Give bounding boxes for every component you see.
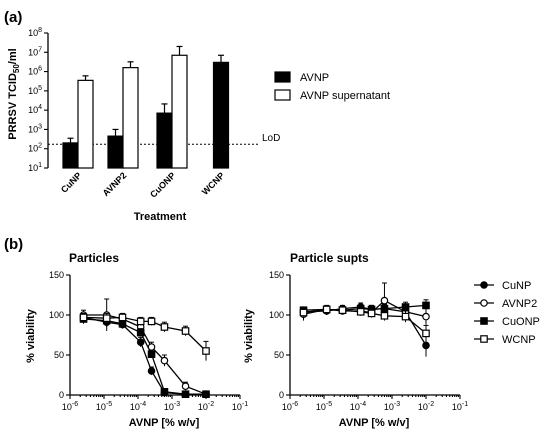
particles-y-tick-label: 100: [49, 310, 64, 320]
particles-chart: Particles % viability AVNP [% w/v] 0 50 10…: [25, 251, 248, 429]
bar: [171, 54, 188, 169]
particles-point: [118, 313, 127, 322]
bar-y-tick-label: 103: [28, 123, 42, 134]
bar-category-label: CuONP: [148, 170, 177, 199]
supts-point: [338, 306, 347, 315]
bar-chart: PRRSV TCID50/ml Treatment LoD 101 102 103 1…: [7, 27, 280, 223]
line-legend-label: AVNP2: [502, 298, 537, 310]
bar-y-tick-label: 108: [28, 27, 42, 38]
particles-point: [160, 356, 169, 365]
supts-y-tick-label: 100: [269, 310, 284, 320]
particles-x-tick-label: 10-5: [96, 401, 112, 412]
bar-ylabel: PRRSV TCID50/ml: [7, 48, 21, 139]
bar-y-tick-label: 105: [28, 85, 42, 96]
particles-point: [160, 323, 169, 331]
particles-point: [136, 328, 145, 337]
supts-x-tick-label: 10-2: [418, 401, 434, 412]
bar-category-label: AVNP2: [101, 170, 129, 198]
legend-label: AVNP: [300, 72, 329, 84]
particles-x-tick-label: 10-3: [164, 401, 180, 412]
supts-point: [356, 308, 365, 316]
supts-x-tick-label: 10-1: [452, 401, 468, 412]
supts-point: [367, 309, 376, 318]
particles-x-tick-label: 10-6: [62, 401, 78, 412]
particles-ylabel: % viability: [25, 308, 37, 363]
supts-point: [299, 308, 308, 317]
bar-y-tick-label: 101: [28, 162, 42, 173]
particles-point: [79, 313, 88, 322]
particles-y-tick-label: 150: [49, 270, 64, 280]
particles-y-tick-label: 50: [54, 350, 64, 360]
bar: [62, 142, 79, 169]
supts-point: [401, 303, 410, 311]
bar-y-tick-label: 106: [28, 66, 42, 77]
particles-point: [147, 317, 156, 326]
supts-point: [422, 329, 430, 338]
particles-point: [202, 347, 210, 355]
line-legend: CuNP AVNP2 CuONP WCNP: [474, 280, 540, 346]
supts-ylabel: % viability: [243, 308, 255, 363]
bar: [212, 61, 230, 169]
bar: [107, 135, 124, 169]
supts-x-tick-label: 10-5: [316, 401, 332, 412]
particles-point: [181, 327, 190, 335]
particles-x-tick-label: 10-1: [232, 401, 248, 412]
supts-point: [422, 312, 430, 321]
particles-title: Particles: [69, 251, 119, 265]
supts-point: [422, 301, 430, 310]
supts-chart: Particle supts % viability AVNP [% w/v] …: [243, 251, 468, 429]
line-legend-marker: [480, 299, 488, 307]
particles-x-tick-label: 10-4: [130, 401, 146, 412]
lod-label: LoD: [262, 133, 280, 144]
supts-y-tick-label: 150: [269, 270, 284, 280]
supts-x-tick-label: 10-3: [384, 401, 400, 412]
line-legend-marker: [480, 317, 488, 325]
bar: [77, 79, 94, 169]
particles-point: [181, 390, 190, 399]
particles-point: [202, 390, 210, 399]
line-legend-label: WCNP: [502, 334, 536, 346]
supts-title: Particle supts: [290, 251, 369, 265]
panel-label-b: (b): [4, 236, 23, 253]
panel-label-a: (a): [4, 9, 22, 26]
particles-point: [160, 388, 169, 396]
bar-xlabel: Treatment: [134, 211, 187, 223]
particles-y-tick-label: 0: [59, 390, 64, 400]
line-legend-marker: [480, 335, 488, 343]
particles-point: [136, 338, 145, 347]
particles-point: [181, 382, 190, 391]
supts-x-tick-label: 10-4: [350, 401, 366, 412]
particles-xlabel: AVNP [% w/v]: [129, 417, 200, 429]
line-legend-marker: [480, 281, 488, 289]
bar-category-label: CuNP: [59, 170, 83, 194]
supts-point: [322, 305, 331, 314]
legend-swatch: [274, 89, 291, 101]
particles-point: [147, 350, 156, 359]
bar: [122, 67, 139, 169]
particles-x-tick-label: 10-2: [198, 401, 214, 412]
line-legend-label: CuONP: [502, 316, 540, 328]
particles-point: [147, 367, 156, 375]
line-legend-label: CuNP: [502, 280, 531, 292]
supts-y-tick-label: 50: [274, 350, 284, 360]
supts-y-tick-label: 0: [279, 390, 284, 400]
particles-point: [102, 314, 111, 323]
supts-x-tick-label: 10-6: [282, 401, 298, 412]
supts-point: [401, 312, 410, 321]
particles-point: [118, 320, 127, 328]
bar: [156, 112, 173, 169]
particles-point: [136, 317, 145, 326]
supts-xlabel: AVNP [% w/v]: [339, 417, 410, 429]
bar-category-label: WCNP: [200, 170, 227, 197]
bar-y-tick-label: 102: [28, 143, 42, 154]
legend-label: AVNP supernatant: [300, 90, 390, 102]
bar-legend: AVNP AVNP supernatant: [274, 71, 390, 102]
legend-swatch: [274, 71, 291, 83]
supts-point: [422, 341, 430, 350]
supts-point: [380, 312, 389, 320]
bar-y-tick-label: 104: [28, 104, 42, 115]
supts-point: [380, 296, 389, 305]
bar-y-tick-label: 107: [28, 46, 42, 57]
